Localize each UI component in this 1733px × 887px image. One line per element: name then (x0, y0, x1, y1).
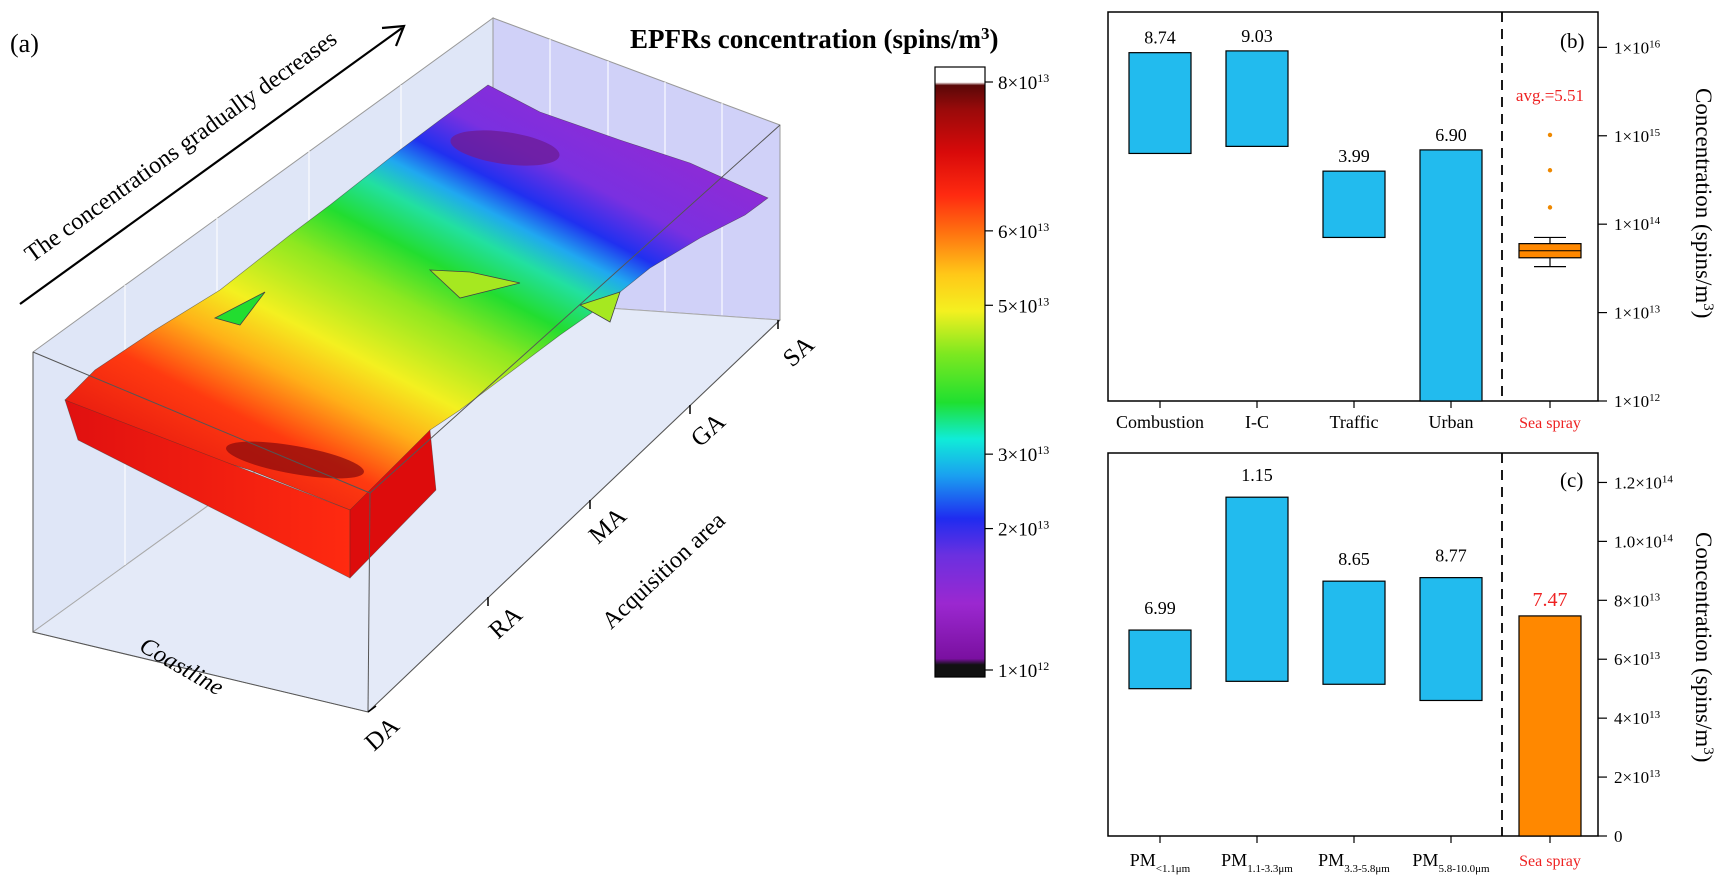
panel-c-ylabel: Concentration (spins/m3) (1691, 532, 1716, 762)
panel-b-frame (1107, 11, 1599, 402)
panel-c-category-label: PM1.1-3.3μm (1221, 850, 1293, 875)
panel-b-bar (1322, 170, 1386, 239)
panel-b-content: 1×1016 1×1015 1×1014 1×1013 1×1012 8.74 Combus… (1116, 26, 1661, 432)
colorbar-tick-label: 2×1013 (998, 518, 1049, 541)
panel-b-ytick-label: 1×1015 (1614, 127, 1661, 146)
panel-c-category-label: PM3.3-5.8μm (1318, 850, 1390, 875)
panel-b-bar-label: 6.90 (1435, 125, 1467, 145)
surface-right-side (349, 429, 437, 579)
panel-b-category-label: Sea spray (1519, 415, 1581, 432)
colorbar-tick-label: 3×1013 (998, 443, 1049, 466)
colorbar-ticks: 8×1013 6×1013 5×1013 3×1013 2×1013 1×1012 (985, 71, 1049, 682)
panel-b-bar-label: 9.03 (1241, 26, 1273, 46)
panel-b-outlier-point (1547, 168, 1553, 173)
surface-low-spot (450, 130, 560, 166)
panel-a-label: (a) (10, 29, 39, 58)
panel-c-ytick-label: 0 (1614, 827, 1623, 846)
area-label-ga: GA (686, 408, 731, 452)
surface-island-2 (579, 291, 621, 323)
area-label-ra: RA (484, 601, 528, 644)
panel-c-frame (1107, 452, 1599, 837)
panel-b-ytick-label: 1×1012 (1614, 392, 1660, 411)
area-label-sa: SA (778, 331, 820, 372)
colorbar-tick-label: 1×1012 (998, 659, 1049, 682)
panel-b-bar-label: 8.74 (1144, 28, 1176, 48)
panel-b-outlier-point (1547, 132, 1553, 138)
panel-b-category-label: I-C (1245, 412, 1269, 432)
panel-c-bar (1419, 577, 1483, 702)
panel-c-bar-label: 6.99 (1144, 598, 1176, 618)
panel-c-sea-bar (1518, 615, 1582, 837)
panel-b-bar-label: 3.99 (1338, 146, 1370, 166)
panel-c-ytick-label: 6×1013 (1614, 650, 1661, 669)
surface-high-spot (226, 441, 364, 479)
panel-b-category-label: Urban (1429, 412, 1474, 432)
panel-b-bar (1225, 50, 1289, 147)
panel-c-bar (1225, 496, 1289, 682)
panel-b-bar (1419, 149, 1483, 402)
colorbar-tick-label: 5×1013 (998, 294, 1049, 317)
surface-island-3 (213, 291, 266, 326)
panel-c-ytick-label: 2×1013 (1614, 768, 1661, 787)
panel-c-bar (1128, 629, 1192, 690)
surface-island-1 (428, 269, 521, 299)
panel-a: (a) The concentrations gradually decreas… (10, 17, 1049, 756)
panel-c-label: (c) (1560, 468, 1583, 492)
trend-arrow-head (381, 24, 406, 47)
panel-b-category-label: Traffic (1330, 412, 1379, 432)
panel-c-ytick-label: 8×1013 (1614, 591, 1661, 610)
panel-c-category-label: PM<1.1μm (1130, 850, 1191, 875)
panel-b-outlier-point (1547, 205, 1553, 210)
area-label-ma: MA (584, 502, 632, 549)
panel-c-ytick-label: 4×1013 (1614, 709, 1661, 728)
panel-b-ytick-label: 1×1016 (1614, 38, 1661, 57)
panel-b-label: (b) (1560, 29, 1585, 53)
panel-c-ytick-label: 1.2×1014 (1614, 473, 1673, 492)
panel-c-category-label: PM5.8-10.0μm (1412, 850, 1490, 875)
colorbar-tick-label: 8×1013 (998, 71, 1049, 94)
panel-b-category-label: Combustion (1116, 412, 1204, 432)
area-label-da: DA (360, 712, 405, 756)
colorbar-tick-label: 6×1013 (998, 220, 1049, 243)
panel-b-ytick-label: 1×1014 (1614, 215, 1661, 234)
epfr-title: EPFRs concentration (spins/m3) (630, 24, 999, 55)
panel-b-ytick-label: 1×1013 (1614, 304, 1661, 323)
panel-c-bar-label: 8.65 (1338, 549, 1370, 569)
trend-arrow-line (19, 27, 403, 305)
colorbar (934, 66, 986, 678)
panel-b-ylabel: Concentration (spins/m3) (1691, 88, 1716, 318)
panel-c-bar (1322, 580, 1386, 685)
area-ticks (367, 320, 779, 713)
panel-c-bar-label: 8.77 (1435, 546, 1467, 566)
panel-b-bar (1128, 52, 1192, 155)
panel-c-content: 1.2×1014 1.0×1014 8×1013 6×1013 4×1013 2×1013… (1128, 465, 1673, 875)
panel-c-ytick-label: 1.0×1014 (1614, 532, 1673, 551)
panel-c-bar-label: 1.15 (1241, 465, 1273, 485)
panel-b: (b) 1×1016 1×1015 1×1014 1×1013 1×1012 8.74 Co… (1107, 11, 1716, 432)
panel-c-category-label: Sea spray (1519, 853, 1581, 870)
panel-c: (c) 1.2×1014 1.0×1014 8×1013 6×1013 4×1013 2×… (1107, 452, 1716, 875)
panel-c-sea-bar-label: 7.47 (1533, 589, 1568, 611)
panel-b-sea-avg-label: avg.=5.51 (1516, 86, 1584, 105)
